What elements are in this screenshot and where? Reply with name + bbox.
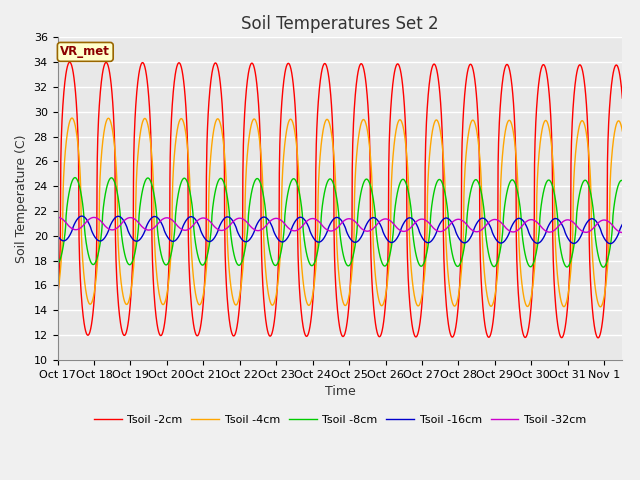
Tsoil -2cm	[532, 120, 540, 125]
Tsoil -16cm	[408, 216, 415, 221]
Tsoil -32cm	[408, 224, 415, 230]
Line: Tsoil -2cm: Tsoil -2cm	[58, 62, 622, 338]
Tsoil -4cm	[87, 301, 95, 307]
Line: Tsoil -4cm: Tsoil -4cm	[58, 118, 622, 307]
Tsoil -8cm	[618, 178, 626, 183]
Tsoil -4cm	[344, 300, 351, 305]
Tsoil -8cm	[344, 263, 351, 268]
Tsoil -2cm	[66, 60, 74, 65]
Line: Tsoil -32cm: Tsoil -32cm	[58, 217, 622, 232]
Tsoil -2cm	[344, 317, 351, 323]
Tsoil -4cm	[618, 128, 626, 134]
Tsoil -2cm	[87, 324, 95, 330]
Tsoil -4cm	[596, 304, 604, 310]
Line: Tsoil -8cm: Tsoil -8cm	[58, 178, 622, 267]
Title: Soil Temperatures Set 2: Soil Temperatures Set 2	[241, 15, 439, 33]
Tsoil -8cm	[408, 210, 415, 216]
X-axis label: Time: Time	[324, 385, 355, 398]
Tsoil -32cm	[532, 218, 540, 224]
Tsoil -2cm	[425, 86, 433, 92]
Tsoil -4cm	[599, 299, 607, 304]
Tsoil -8cm	[600, 264, 607, 270]
Tsoil -32cm	[343, 216, 351, 222]
Tsoil -16cm	[618, 221, 626, 227]
Tsoil -32cm	[424, 219, 432, 225]
Tsoil -32cm	[54, 215, 61, 220]
Text: VR_met: VR_met	[60, 46, 110, 59]
Tsoil -16cm	[599, 233, 607, 239]
Tsoil -2cm	[408, 318, 415, 324]
Tsoil -16cm	[532, 240, 540, 246]
Y-axis label: Soil Temperature (C): Soil Temperature (C)	[15, 134, 28, 263]
Tsoil -32cm	[87, 216, 95, 221]
Tsoil -8cm	[71, 175, 79, 180]
Tsoil -16cm	[344, 231, 351, 237]
Line: Tsoil -16cm: Tsoil -16cm	[58, 216, 622, 244]
Tsoil -2cm	[594, 335, 602, 341]
Tsoil -4cm	[54, 291, 61, 297]
Tsoil -16cm	[54, 232, 61, 238]
Tsoil -16cm	[87, 226, 95, 231]
Tsoil -16cm	[425, 240, 433, 245]
Tsoil -8cm	[599, 264, 607, 270]
Tsoil -16cm	[78, 213, 86, 219]
Tsoil -8cm	[425, 238, 433, 244]
Tsoil -16cm	[606, 241, 614, 247]
Tsoil -8cm	[54, 261, 61, 267]
Tsoil -8cm	[87, 260, 95, 265]
Tsoil -32cm	[618, 229, 626, 235]
Tsoil -4cm	[68, 115, 76, 121]
Tsoil -4cm	[532, 245, 540, 251]
Tsoil -2cm	[599, 313, 607, 319]
Legend: Tsoil -2cm, Tsoil -4cm, Tsoil -8cm, Tsoil -16cm, Tsoil -32cm: Tsoil -2cm, Tsoil -4cm, Tsoil -8cm, Tsoi…	[90, 410, 591, 430]
Tsoil -4cm	[408, 269, 415, 275]
Tsoil -8cm	[532, 252, 540, 258]
Tsoil -32cm	[599, 217, 607, 223]
Tsoil -4cm	[425, 164, 433, 170]
Tsoil -2cm	[618, 95, 626, 101]
Tsoil -2cm	[54, 299, 61, 305]
